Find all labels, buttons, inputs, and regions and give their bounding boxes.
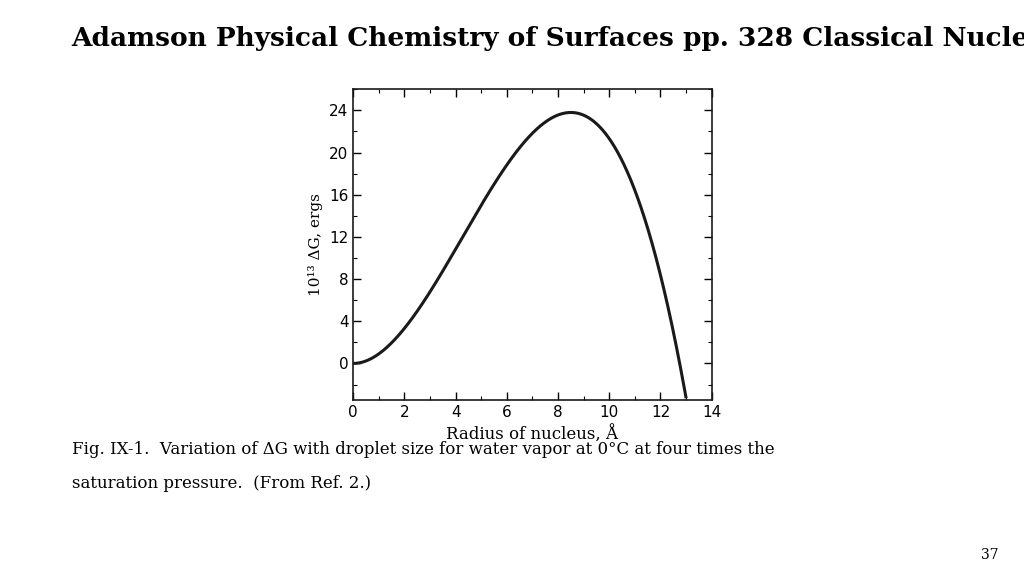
Text: Fig. IX-1.  Variation of ΔG with droplet size for water vapor at 0°C at four tim: Fig. IX-1. Variation of ΔG with droplet … — [72, 441, 774, 458]
Text: 37: 37 — [981, 548, 998, 562]
X-axis label: Radius of nucleus, Å: Radius of nucleus, Å — [446, 426, 618, 444]
Text: Adamson Physical Chemistry of Surfaces pp. 328 Classical Nucleation Theory: Adamson Physical Chemistry of Surfaces p… — [72, 26, 1024, 51]
Y-axis label: 10¹³ ΔG, ergs: 10¹³ ΔG, ergs — [308, 194, 324, 296]
Text: saturation pressure.  (From Ref. 2.): saturation pressure. (From Ref. 2.) — [72, 475, 371, 492]
